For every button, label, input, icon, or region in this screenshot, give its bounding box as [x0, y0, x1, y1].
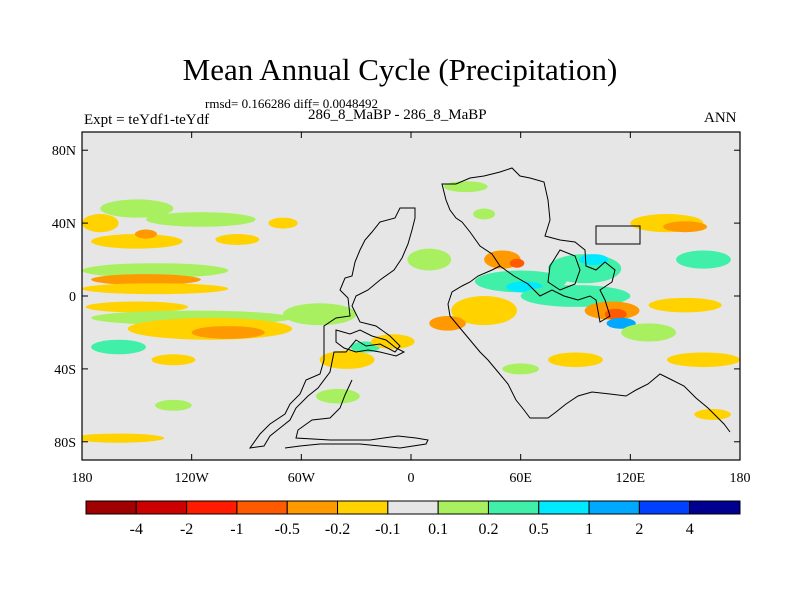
- y-tick-label: 0: [69, 290, 76, 305]
- precip-anomaly-patch: [429, 316, 466, 331]
- x-tick-label: 0: [408, 471, 415, 486]
- colorbar-swatch: [638, 500, 691, 515]
- x-tick-label: 60E: [509, 471, 532, 486]
- precip-anomaly-patch: [474, 270, 567, 293]
- precip-anomaly-patch: [268, 217, 298, 229]
- precip-anomaly-patch: [502, 363, 539, 375]
- colorbar-swatch: [186, 500, 238, 515]
- coastline-east-box: [595, 225, 641, 245]
- coastline-south-america: [248, 207, 416, 449]
- colorbar-level-label: -1: [230, 521, 243, 538]
- season-label: ANN: [704, 110, 737, 126]
- colorbar: -4 -2 -1 -0.5 -0.2 -0.1 0.1 0.2 0.5 1 2 4: [85, 500, 741, 538]
- precip-anomaly-patch: [694, 408, 731, 420]
- precip-anomaly-patch: [319, 350, 375, 369]
- precip-anomaly-patch: [606, 317, 636, 329]
- precip-anomaly-patch: [91, 274, 201, 286]
- precip-anomaly-patch: [100, 199, 174, 218]
- colorbar-level-label: -2: [180, 521, 193, 538]
- precip-anomaly-patch: [520, 285, 631, 307]
- precip-anomaly-patch: [473, 208, 496, 220]
- precip-anomaly-patch: [215, 234, 260, 245]
- chart-title: Mean Annual Cycle (Precipitation): [182, 52, 618, 87]
- coastline-southern: [284, 379, 429, 449]
- precip-anomaly-patch: [370, 334, 415, 349]
- colorbar-level-label: 4: [686, 521, 694, 538]
- coastline-layer: [248, 167, 731, 449]
- y-axis: 80N 40N 0 40S 80S: [52, 144, 740, 451]
- x-tick-label: 120E: [616, 471, 646, 486]
- precip-anomaly-patch: [82, 263, 229, 278]
- precip-anomaly-patch: [648, 297, 722, 313]
- experiment-label: Expt = teYdf1-teYdf: [84, 112, 210, 128]
- y-tick-label: 40S: [54, 363, 76, 378]
- colorbar-level-label: 0.1: [428, 521, 448, 538]
- colorbar-swatch: [135, 500, 188, 515]
- precip-anomaly-patch: [315, 388, 360, 404]
- precip-anomaly-patch: [509, 258, 525, 268]
- precip-anomaly-patch: [579, 254, 609, 266]
- y-tick-label: 40N: [52, 217, 76, 232]
- colorbar-swatch: [286, 500, 339, 515]
- contour-fill-layer: [82, 181, 740, 443]
- precip-anomaly-patch: [85, 301, 189, 313]
- coastline-africa: [447, 265, 731, 433]
- x-tick-label: 120W: [175, 471, 210, 486]
- colorbar-swatch: [236, 500, 288, 515]
- x-axis: 180 120W 60W 0 60E 120E 180: [72, 132, 751, 486]
- plot-background: [82, 132, 740, 460]
- colorbar-swatch: [387, 500, 439, 515]
- precip-anomaly-patch: [407, 248, 452, 271]
- colorbar-swatch: [85, 500, 137, 515]
- y-tick-label: 80N: [52, 144, 76, 159]
- coastline-eurasia: [441, 167, 616, 323]
- colorbar-level-label: 1: [585, 521, 593, 538]
- y-tick-label: 80S: [54, 436, 76, 451]
- x-tick-label: 180: [72, 471, 93, 486]
- colorbar-swatch: [337, 500, 389, 515]
- colorbar-swatch: [538, 500, 590, 515]
- colorbar-swatch: [437, 500, 489, 515]
- colorbar-level-label: 0.5: [529, 521, 549, 538]
- precip-anomaly-patch: [155, 399, 192, 411]
- colorbar-swatch: [487, 500, 540, 515]
- precip-anomaly-patch: [135, 229, 157, 239]
- precip-anomaly-patch: [82, 433, 165, 443]
- colorbar-swatch: [689, 500, 741, 515]
- colorbar-level-label: -4: [130, 521, 143, 538]
- precip-anomaly-patch: [666, 352, 740, 368]
- coastline-east-inner: [547, 249, 581, 291]
- precip-anomaly-patch: [604, 308, 627, 320]
- precip-anomaly-patch: [451, 296, 518, 326]
- precip-anomaly-patch: [621, 323, 677, 342]
- colorbar-level-label: 2: [635, 521, 643, 538]
- precip-anomaly-patch: [548, 352, 603, 368]
- colorbar-swatch: [588, 500, 640, 515]
- x-tick-label: 180: [730, 471, 751, 486]
- precip-anomaly-patch: [663, 221, 708, 233]
- precip-anomaly-patch: [151, 354, 196, 366]
- rmsd-diff-stats: rmsd= 0.166286 diff= 0.0048492: [205, 96, 378, 111]
- precip-anomaly-patch: [145, 212, 256, 227]
- precip-anomaly-patch: [91, 339, 146, 355]
- colorbar-level-label: 0.2: [478, 521, 498, 538]
- x-tick-label: 60W: [288, 471, 316, 486]
- precip-anomaly-patch: [191, 326, 265, 339]
- coastline-central: [335, 329, 406, 357]
- precip-anomaly-patch: [82, 214, 119, 233]
- precip-anomaly-patch: [82, 283, 229, 295]
- precip-anomaly-patch: [91, 234, 183, 249]
- precip-anomaly-patch: [443, 181, 488, 193]
- precip-anomaly-patch: [283, 303, 357, 326]
- colorbar-level-label: -0.5: [275, 521, 300, 538]
- colorbar-level-label: -0.2: [325, 521, 350, 538]
- precip-anomaly-patch: [676, 250, 731, 269]
- case-label: 286_8_MaBP - 286_8_MaBP: [308, 107, 487, 123]
- colorbar-level-label: -0.1: [375, 521, 400, 538]
